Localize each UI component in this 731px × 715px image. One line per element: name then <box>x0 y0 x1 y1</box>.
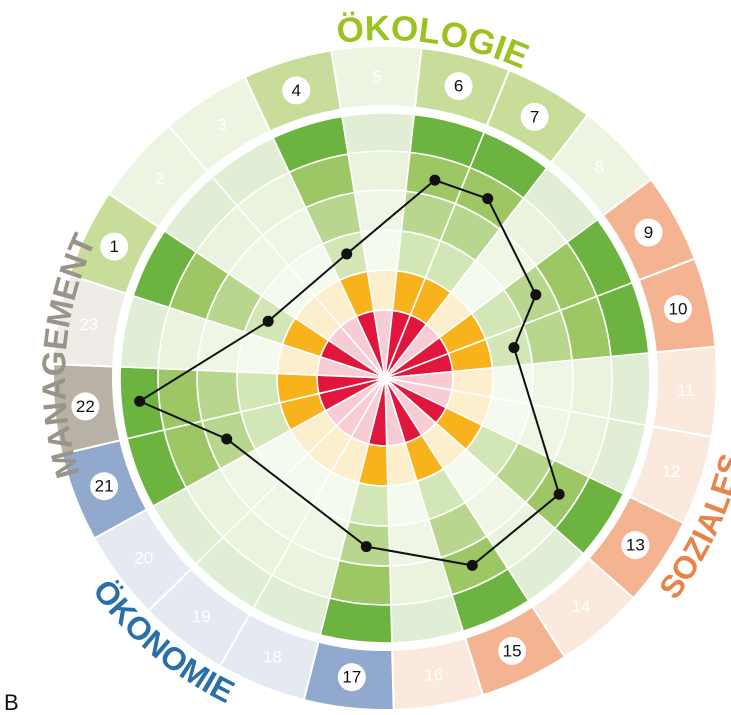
ring-cell <box>157 367 203 431</box>
profile-segment <box>226 438 367 548</box>
sector-label: 8 <box>595 157 604 176</box>
ring-cell <box>196 369 242 423</box>
sector-label: 2 <box>155 169 164 188</box>
ring-cell <box>341 112 416 155</box>
label-cell <box>52 273 128 368</box>
label-badge <box>664 295 693 324</box>
profile-segment <box>139 320 269 403</box>
label-badge <box>90 472 119 501</box>
sector-label: 6 <box>454 77 463 96</box>
sector-label: 22 <box>76 397 95 416</box>
profile-point <box>429 174 441 186</box>
profile-segment <box>434 179 489 200</box>
ring-cell <box>319 597 393 644</box>
profile-point <box>530 289 542 301</box>
label-badge <box>520 102 549 131</box>
profile-segment <box>471 493 560 567</box>
sector-label: 1 <box>109 237 118 256</box>
ring-cell <box>607 352 651 427</box>
profile-segment <box>486 198 537 296</box>
sector-label: 9 <box>644 223 653 242</box>
ring-cell <box>569 355 613 420</box>
sector-label: 19 <box>192 607 211 626</box>
sector-label: 13 <box>626 536 645 555</box>
sector-label: 17 <box>342 668 361 687</box>
ring-cell <box>529 359 574 413</box>
sector-label: 10 <box>669 300 688 319</box>
profile-point <box>360 541 372 553</box>
label-badge <box>621 531 650 560</box>
wedges <box>52 45 718 711</box>
sector-label: 15 <box>503 641 522 660</box>
sector-label: 11 <box>677 381 695 400</box>
sector-label: 23 <box>79 315 98 334</box>
profile-segment <box>346 179 436 255</box>
sector-label: 3 <box>217 115 226 134</box>
sector-label: 18 <box>263 648 282 667</box>
profile-point <box>221 433 233 445</box>
label-badge <box>634 218 663 247</box>
label-badge <box>282 76 311 105</box>
profile-segment <box>513 294 537 349</box>
profile-segment <box>139 400 228 440</box>
corner-label: B <box>4 690 19 715</box>
label-badge <box>498 636 527 665</box>
label-badge <box>100 232 129 261</box>
profile-point <box>466 559 478 571</box>
sector-label: 5 <box>372 68 381 87</box>
sector-label: 21 <box>95 477 114 496</box>
profile-point <box>341 248 353 260</box>
label-badge <box>337 663 366 692</box>
profile-point <box>482 193 494 205</box>
sector-label: 20 <box>134 548 153 567</box>
sector-label: 12 <box>662 462 681 481</box>
profile-segment <box>513 347 561 495</box>
profile-segment <box>267 253 348 323</box>
sector-label: 16 <box>424 666 443 685</box>
profile <box>134 174 565 571</box>
profile-point <box>508 342 520 354</box>
profile-point <box>553 488 565 500</box>
sector-label: 14 <box>572 597 591 616</box>
profile-segment <box>366 545 473 567</box>
label-badge <box>444 72 473 101</box>
profile-point <box>262 315 274 327</box>
sector-label: 7 <box>530 107 539 126</box>
label-badge <box>71 392 100 421</box>
ring-cell <box>347 150 411 194</box>
ring-cell <box>328 559 392 606</box>
profile-point <box>134 395 146 407</box>
ring-cell <box>119 294 171 370</box>
sector-label: 4 <box>291 81 300 100</box>
